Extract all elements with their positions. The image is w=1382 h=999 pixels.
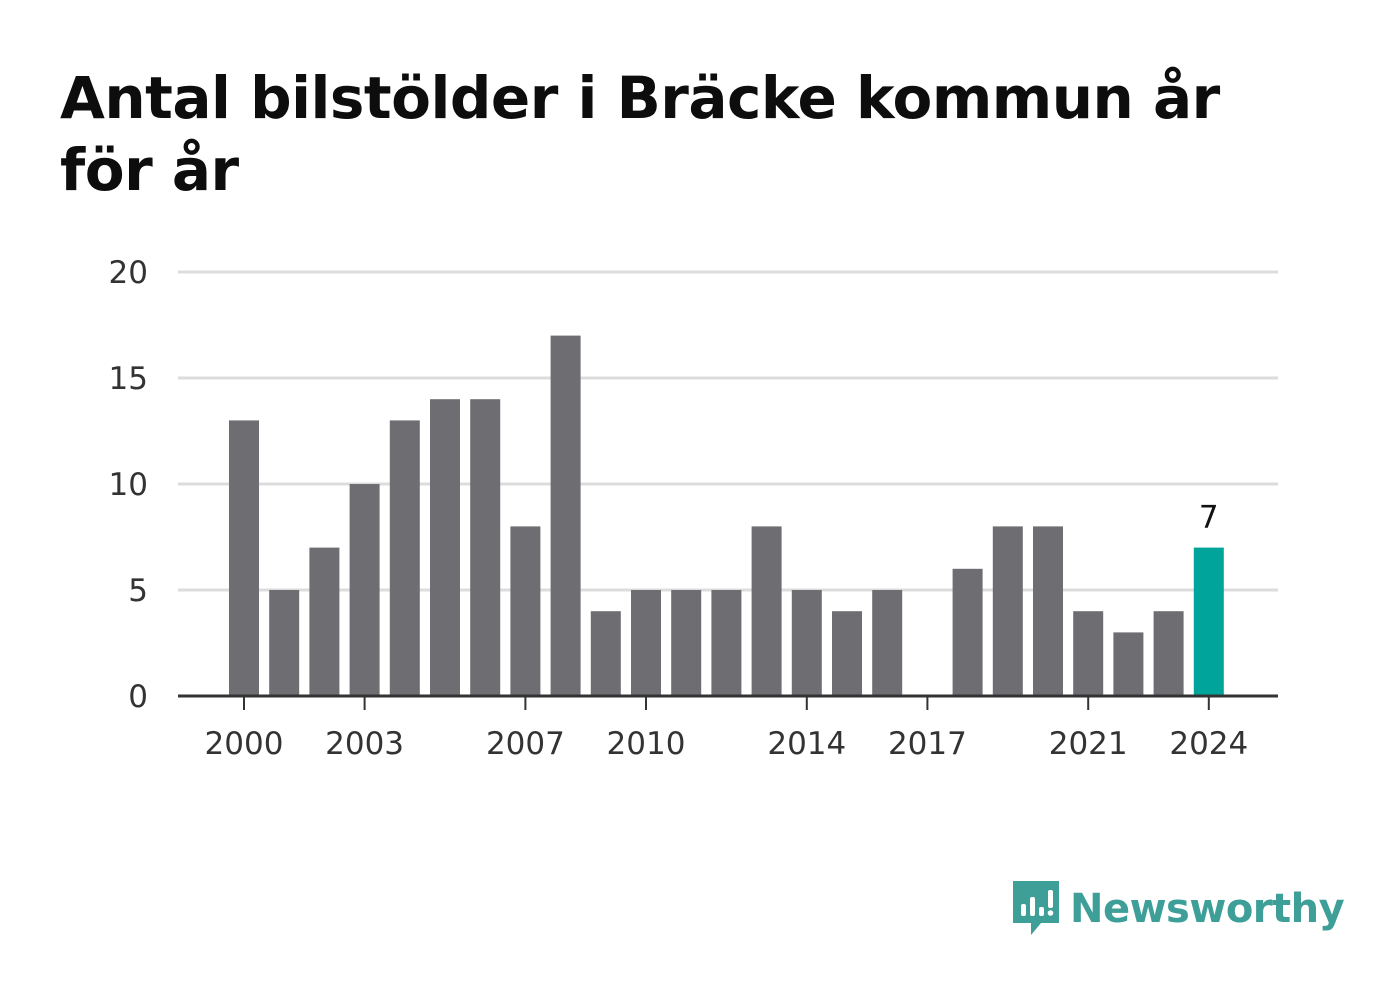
bar xyxy=(309,547,340,696)
bar xyxy=(791,590,822,696)
bar xyxy=(711,590,742,696)
bar xyxy=(631,590,661,696)
y-tick-label: 0 xyxy=(128,679,148,715)
x-tick-label: 2021 xyxy=(1049,726,1128,762)
bar xyxy=(550,335,581,696)
gridlines xyxy=(178,270,1278,592)
bar xyxy=(952,568,983,696)
data-label-2024: 7 xyxy=(1199,500,1219,536)
bar xyxy=(1153,611,1184,696)
newsworthy-logo: Newsworthy xyxy=(1010,878,1345,940)
chart-title: Antal bilstölder i Bräcke kommun år för … xyxy=(60,64,1220,204)
y-tick-label: 20 xyxy=(109,255,148,291)
x-tick-label: 2014 xyxy=(767,726,846,762)
x-tick-label: 2003 xyxy=(325,726,404,762)
bar xyxy=(389,420,420,696)
bar xyxy=(832,611,862,696)
bar xyxy=(470,399,501,696)
y-tick-label: 5 xyxy=(128,573,148,609)
bar xyxy=(872,590,903,696)
brand-name: Newsworthy xyxy=(1070,886,1345,932)
bars xyxy=(229,335,1224,696)
x-tick-label: 2010 xyxy=(607,726,686,762)
axes: 0 5 10 15 20 7 2000 2003 2007 2010 2014 2017 2021 202… xyxy=(109,255,1278,762)
bar xyxy=(751,526,782,696)
bar xyxy=(430,399,460,696)
bar xyxy=(229,420,259,696)
bar xyxy=(1033,526,1063,696)
bar xyxy=(992,526,1023,696)
bar xyxy=(590,611,621,696)
x-tick-label: 2017 xyxy=(888,726,967,762)
bar xyxy=(1073,611,1104,696)
bar xyxy=(671,590,702,696)
x-tick-label: 2024 xyxy=(1169,726,1248,762)
newsworthy-logo-icon xyxy=(1013,881,1059,935)
bar xyxy=(349,484,380,696)
x-tick-label: 2007 xyxy=(486,726,565,762)
x-tick-label: 2000 xyxy=(205,726,284,762)
bar xyxy=(1113,632,1144,696)
y-tick-label: 15 xyxy=(109,361,148,397)
bar xyxy=(510,526,541,696)
y-tick-label: 10 xyxy=(109,467,148,503)
bar xyxy=(269,590,300,696)
bar-highlight xyxy=(1193,547,1224,696)
